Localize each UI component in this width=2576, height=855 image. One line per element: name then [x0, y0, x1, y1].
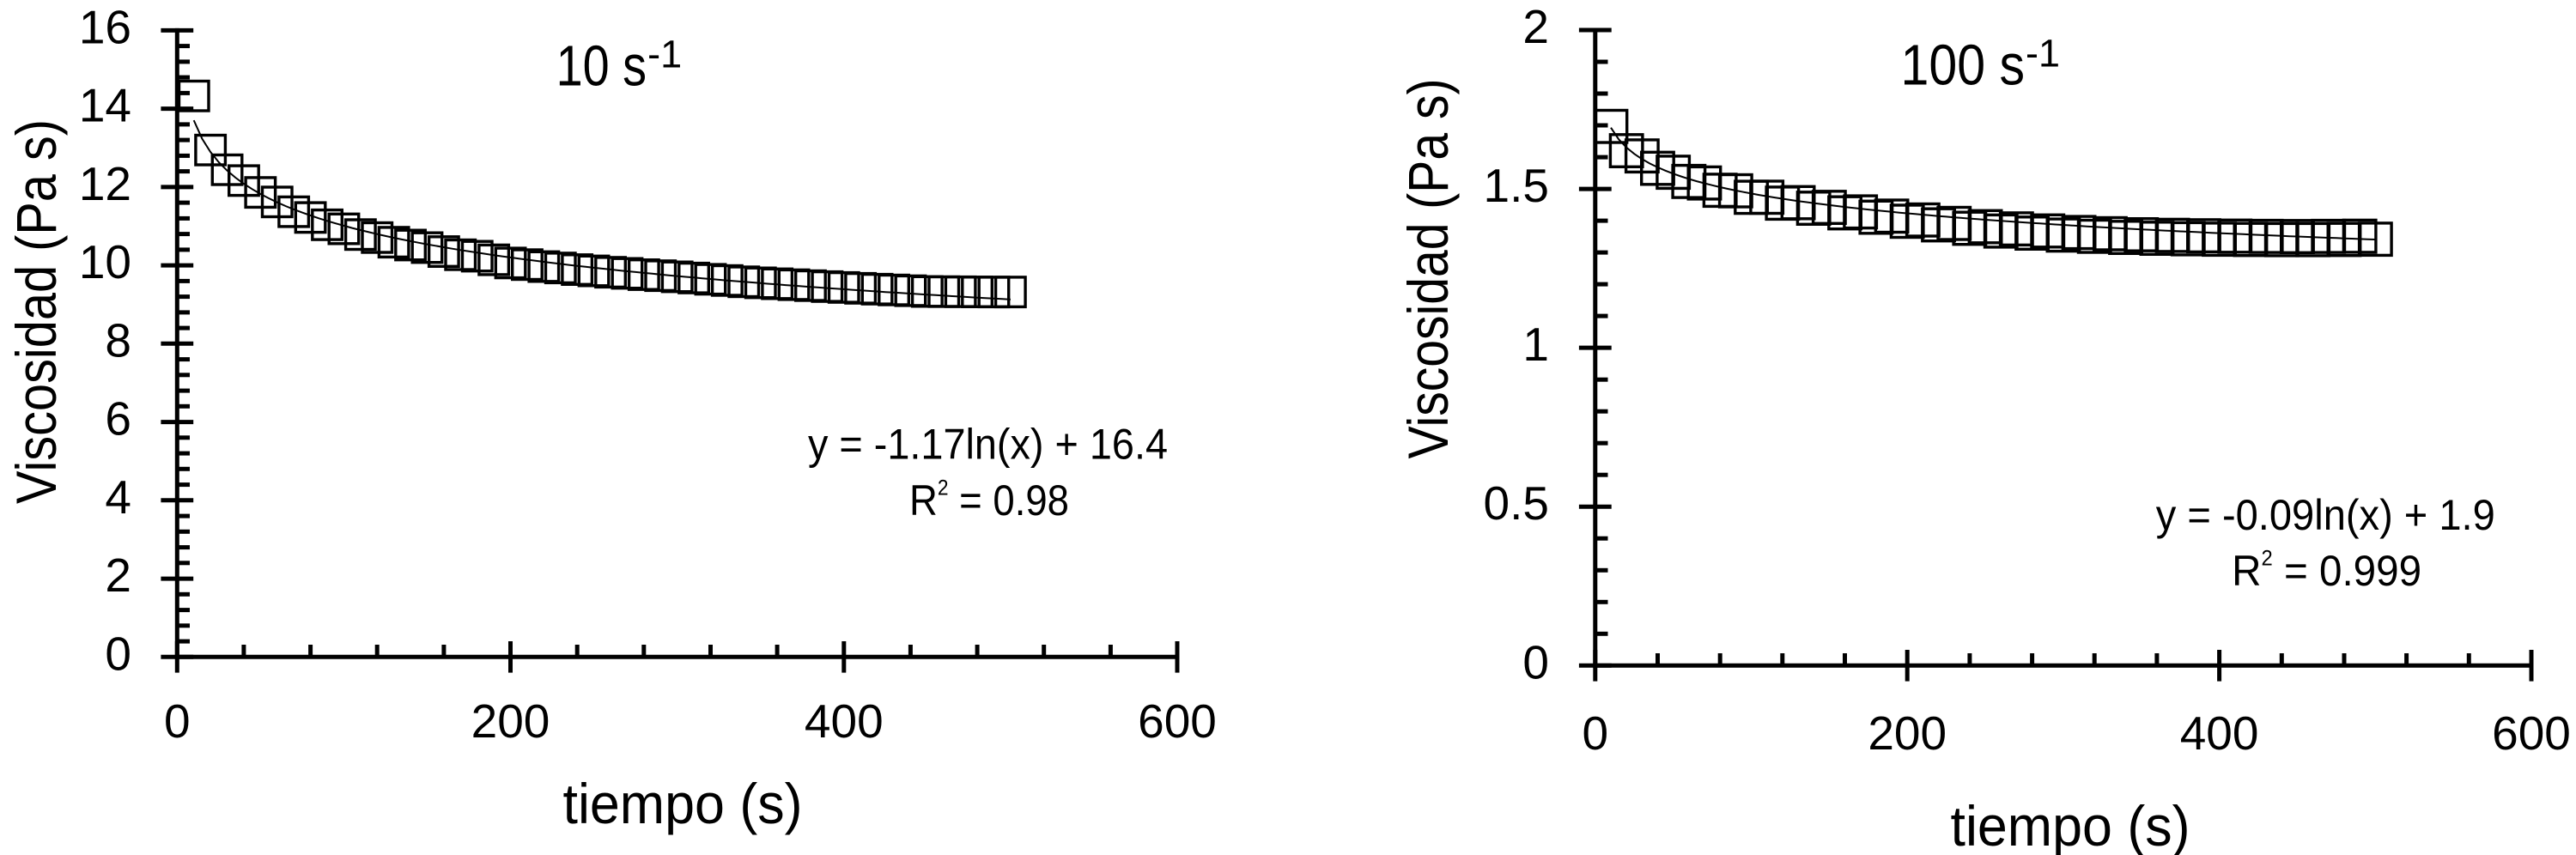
svg-text:Viscosidad (Pa s): Viscosidad (Pa s) — [1396, 79, 1460, 459]
svg-text:100 s-1: 100 s-1 — [1901, 31, 2061, 97]
svg-text:6: 6 — [105, 392, 131, 446]
svg-text:4: 4 — [105, 470, 131, 524]
svg-text:10 s-1: 10 s-1 — [556, 33, 683, 99]
svg-text:2: 2 — [105, 549, 131, 602]
svg-text:R2 = 0.999: R2 = 0.999 — [2232, 547, 2421, 596]
svg-text:12: 12 — [79, 157, 131, 210]
svg-text:0.5: 0.5 — [1484, 476, 1549, 530]
svg-text:14: 14 — [79, 79, 131, 132]
svg-text:400: 400 — [805, 694, 884, 748]
svg-text:200: 200 — [1868, 706, 1947, 760]
svg-text:tiempo (s): tiempo (s) — [563, 772, 803, 835]
svg-text:R2 = 0.98: R2 = 0.98 — [909, 476, 1069, 525]
svg-text:Viscosidad (Pa s): Viscosidad (Pa s) — [4, 119, 68, 504]
svg-text:200: 200 — [471, 694, 550, 748]
svg-text:600: 600 — [2492, 706, 2571, 760]
svg-text:16: 16 — [79, 0, 131, 53]
svg-text:1: 1 — [1522, 318, 1549, 371]
svg-text:10: 10 — [79, 235, 131, 288]
svg-text:0: 0 — [1522, 635, 1549, 688]
svg-text:400: 400 — [2180, 706, 2259, 760]
svg-text:0: 0 — [164, 694, 191, 748]
svg-text:2: 2 — [1522, 0, 1549, 53]
svg-text:0: 0 — [105, 627, 131, 680]
svg-text:1.5: 1.5 — [1484, 159, 1549, 212]
svg-text:8: 8 — [105, 313, 131, 367]
svg-text:tiempo (s): tiempo (s) — [1951, 794, 2190, 855]
svg-text:y = -0.09ln(x) + 1.9: y = -0.09ln(x) + 1.9 — [2156, 491, 2495, 539]
svg-text:600: 600 — [1138, 694, 1217, 748]
svg-text:y = -1.17ln(x) + 16.4: y = -1.17ln(x) + 16.4 — [808, 420, 1168, 468]
svg-text:0: 0 — [1583, 706, 1609, 760]
